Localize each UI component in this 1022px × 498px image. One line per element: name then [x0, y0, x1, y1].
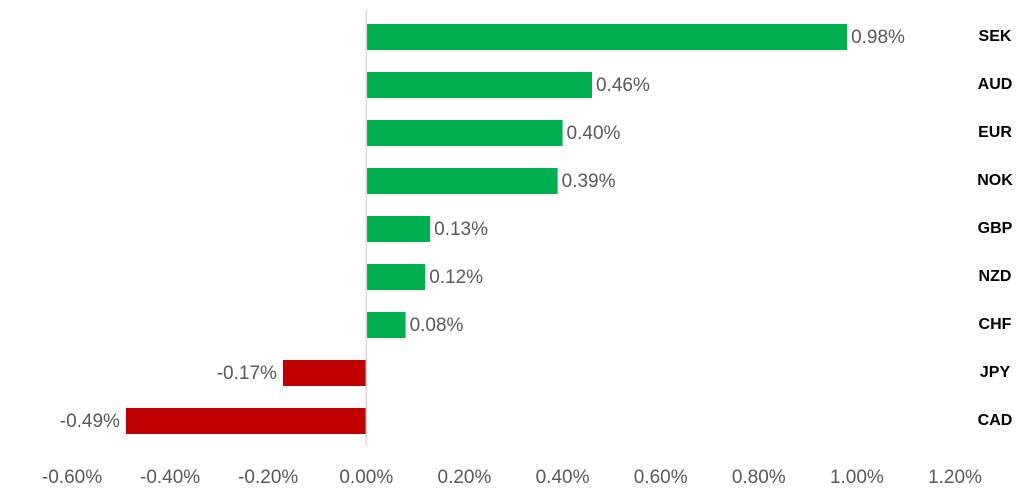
bar	[366, 264, 426, 290]
x-tick-label: 1.20%	[928, 467, 982, 488]
category-label: GBP	[978, 220, 1013, 237]
bar	[125, 408, 367, 434]
x-tick-label: 0.00%	[339, 467, 393, 488]
category-label: EUR	[978, 124, 1012, 141]
category-label: CHF	[979, 316, 1012, 333]
value-label: 0.12%	[429, 267, 483, 288]
category-label: AUD	[978, 76, 1013, 93]
bar	[282, 360, 367, 386]
category-label: NZD	[979, 268, 1012, 285]
bar	[366, 72, 592, 98]
x-tick-label: 1.00%	[830, 467, 884, 488]
value-label: 0.46%	[596, 75, 650, 96]
value-label: -0.49%	[60, 411, 120, 432]
value-label: 0.40%	[567, 123, 621, 144]
category-label: JPY	[980, 364, 1011, 381]
x-tick-label: -0.20%	[238, 467, 298, 488]
bar	[366, 216, 431, 242]
x-tick-label: 0.20%	[438, 467, 492, 488]
value-label: 0.13%	[434, 219, 488, 240]
x-tick-label: 0.40%	[536, 467, 590, 488]
bar	[366, 312, 406, 338]
value-label: -0.17%	[217, 363, 277, 384]
bar	[366, 168, 558, 194]
value-label: 0.98%	[851, 27, 905, 48]
x-tick-label: 0.60%	[634, 467, 688, 488]
category-label: NOK	[977, 172, 1013, 189]
value-label: 0.08%	[410, 315, 464, 336]
bar	[366, 120, 563, 146]
x-tick-label: 0.80%	[732, 467, 786, 488]
value-label: 0.39%	[562, 171, 616, 192]
category-label: SEK	[979, 28, 1012, 45]
bar	[366, 24, 848, 50]
x-tick-label: -0.60%	[42, 467, 102, 488]
category-label: CAD	[978, 412, 1013, 429]
x-tick-label: -0.40%	[140, 467, 200, 488]
